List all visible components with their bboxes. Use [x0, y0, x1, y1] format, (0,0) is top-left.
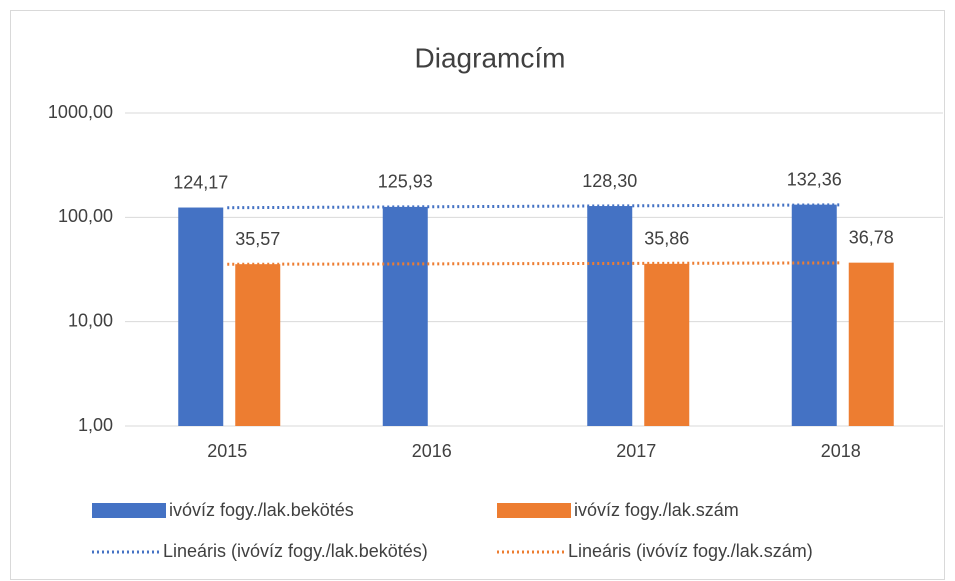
y-tick-label: 1,00 — [78, 415, 113, 435]
trendline — [227, 261, 841, 266]
y-tick-label: 100,00 — [58, 206, 113, 226]
bar — [587, 206, 633, 426]
data-label: 125,93 — [378, 172, 433, 192]
bar — [848, 262, 894, 426]
data-label: 132,36 — [787, 169, 842, 189]
legend-swatch — [92, 503, 166, 518]
data-label: 35,86 — [644, 229, 689, 249]
bar — [644, 263, 690, 426]
bar — [235, 264, 281, 426]
x-tick-label: 2017 — [616, 441, 656, 461]
data-label: 35,57 — [235, 229, 280, 249]
legend-label: Lineáris (ivóvíz fogy./lak.bekötés) — [163, 541, 428, 561]
y-tick-label: 10,00 — [68, 310, 113, 330]
trendline — [227, 203, 841, 210]
y-tick-label: 1000,00 — [48, 102, 113, 122]
x-tick-label: 2015 — [207, 441, 247, 461]
legend-label: ivóvíz fogy./lak.bekötés — [169, 500, 354, 520]
chart-border — [10, 10, 945, 580]
x-tick-label: 2018 — [821, 441, 861, 461]
bar — [382, 206, 428, 426]
legend-swatch — [497, 503, 571, 518]
data-label: 124,17 — [173, 172, 228, 192]
data-label: 128,30 — [582, 171, 637, 191]
data-label: 36,78 — [849, 227, 894, 247]
bar — [791, 204, 837, 426]
bar — [178, 207, 224, 426]
legend-label: Lineáris (ivóvíz fogy./lak.szám) — [568, 541, 813, 561]
legend-label: ivóvíz fogy./lak.szám — [574, 500, 739, 520]
chart-title: Diagramcím — [415, 42, 566, 73]
x-tick-label: 2016 — [412, 441, 452, 461]
